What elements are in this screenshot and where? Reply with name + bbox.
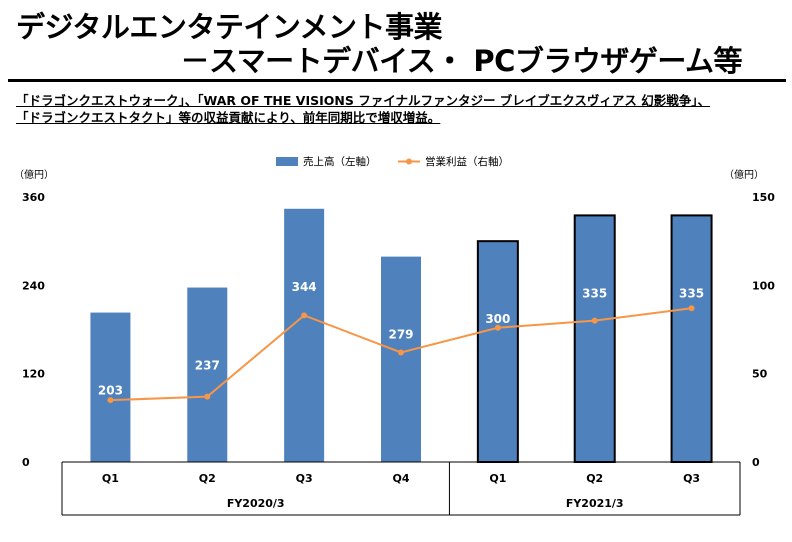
operating-profit-point — [688, 305, 695, 312]
left-tick-label: 0 — [22, 456, 30, 469]
category-label: Q3 — [296, 472, 313, 485]
category-label: Q2 — [199, 472, 216, 485]
operating-profit-point — [591, 317, 598, 324]
page-title: デジタルエンタテインメント事業 — [16, 10, 443, 44]
revenue-data-label: 203 — [98, 384, 123, 398]
category-label: Q1 — [489, 472, 506, 485]
title-divider — [8, 79, 786, 82]
left-tick-label: 240 — [22, 279, 45, 292]
page-subtitle: －スマートデバイス・ PCブラウザゲーム等 — [180, 44, 742, 78]
revenue-bar — [476, 240, 519, 463]
right-tick-label: 0 — [752, 456, 760, 469]
operating-profit-point — [107, 397, 114, 404]
operating-profit-point — [301, 312, 308, 319]
left-tick-label: 360 — [22, 191, 45, 204]
summary-line-2: 「ドラゴンクエストタクト」等の収益貢献により、前年同期比で増収増益。 — [16, 110, 441, 125]
left-axis-unit: （億円） — [14, 168, 54, 181]
revenue-data-label: 335 — [679, 286, 704, 300]
right-tick-label: 150 — [752, 191, 775, 204]
legend-line-marker — [406, 158, 412, 165]
right-tick-label: 50 — [752, 368, 768, 381]
revenue-data-label: 300 — [485, 312, 510, 326]
category-label: Q2 — [586, 472, 603, 485]
legend-line-label: 営業利益（右軸） — [425, 155, 509, 168]
revenue-bar — [573, 214, 616, 464]
revenue-data-label: 335 — [582, 286, 607, 300]
operating-profit-point — [204, 393, 211, 400]
right-tick-label: 100 — [752, 279, 775, 292]
summary-line-1: 「ドラゴンクエストウォーク」、「WAR OF THE VISIONS ファイナル… — [16, 93, 711, 108]
fiscal-year-label: FY2021/3 — [566, 497, 624, 510]
revenue-bar — [90, 312, 131, 462]
revenue-bar — [381, 256, 421, 462]
revenue-data-label: 237 — [195, 359, 220, 373]
right-axis-unit: （億円） — [724, 168, 764, 181]
category-label: Q1 — [102, 472, 119, 485]
summary-text: 「ドラゴンクエストウォーク」、「WAR OF THE VISIONS ファイナル… — [16, 92, 786, 126]
revenue-bar — [187, 287, 228, 462]
revenue-bar — [284, 208, 325, 462]
operating-profit-point — [398, 349, 404, 356]
fiscal-year-label: FY2020/3 — [227, 497, 285, 510]
legend-bar-label: 売上高（左軸） — [303, 155, 377, 168]
operating-profit-point — [494, 324, 501, 331]
legend-bar-swatch — [276, 157, 298, 166]
combo-chart: （億円） （億円） 売上高（左軸） 営業利益（右軸） 0 120 240 360 0 50 100 1… — [14, 155, 775, 516]
category-label: Q4 — [392, 472, 409, 485]
revenue-data-label: 279 — [388, 328, 413, 342]
left-tick-label: 120 — [22, 368, 45, 381]
revenue-data-label: 344 — [292, 280, 317, 294]
revenue-bar — [670, 214, 713, 464]
category-label: Q3 — [683, 472, 700, 485]
